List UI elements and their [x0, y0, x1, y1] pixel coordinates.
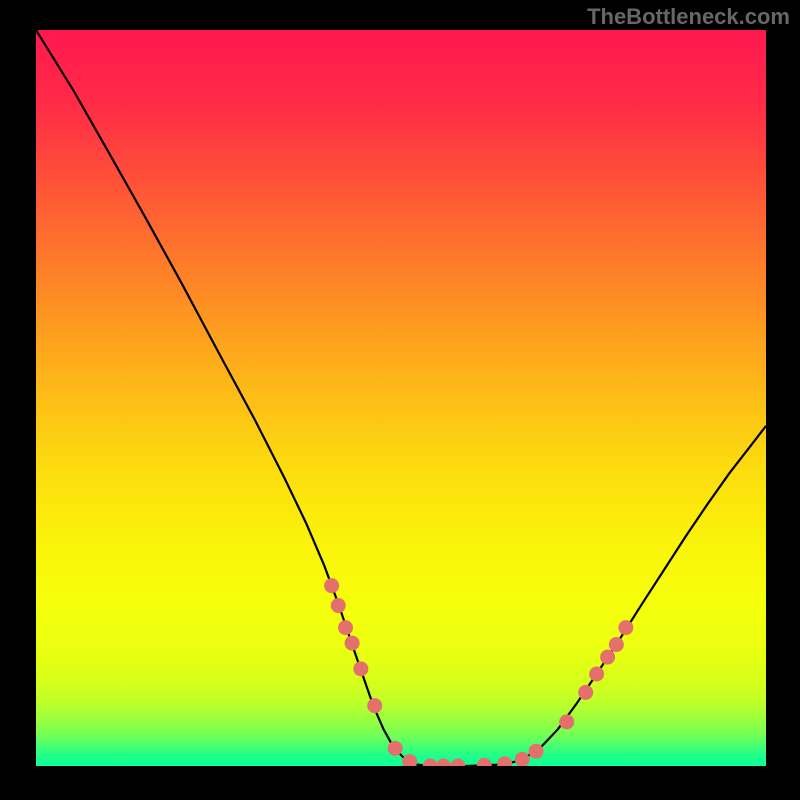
marker-dot: [515, 752, 530, 766]
marker-dot: [402, 754, 417, 766]
marker-dot: [450, 759, 465, 767]
right-curve: [503, 426, 766, 765]
watermark-text: TheBottleneck.com: [587, 4, 790, 30]
marker-dot: [331, 598, 346, 613]
marker-dot: [353, 661, 368, 676]
plot-area: [36, 30, 766, 766]
marker-dot: [618, 620, 633, 635]
left-curve: [36, 30, 503, 766]
marker-dot: [477, 758, 492, 766]
marker-dot: [600, 650, 615, 665]
chart-container: TheBottleneck.com: [0, 0, 800, 800]
marker-dot: [338, 620, 353, 635]
marker-dot: [559, 714, 574, 729]
marker-dot: [367, 698, 382, 713]
marker-dot: [578, 685, 593, 700]
marker-group: [324, 578, 633, 766]
marker-dot: [497, 756, 512, 766]
curve-layer: [36, 30, 766, 766]
marker-dot: [436, 759, 451, 767]
marker-dot: [423, 759, 438, 767]
marker-dot: [388, 741, 403, 756]
marker-dot: [609, 637, 624, 652]
marker-dot: [529, 744, 544, 759]
marker-dot: [345, 636, 360, 651]
marker-dot: [589, 667, 604, 682]
marker-dot: [324, 578, 339, 593]
